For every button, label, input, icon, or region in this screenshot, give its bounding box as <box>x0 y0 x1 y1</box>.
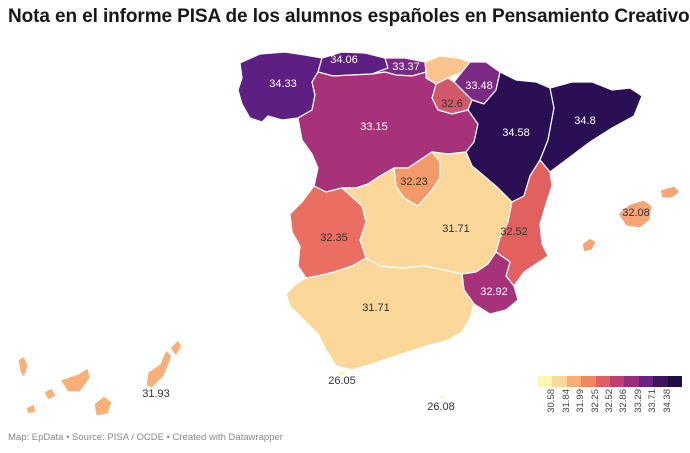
label-canarias: 31.93 <box>142 388 170 400</box>
region-ceuta[interactable] <box>337 369 347 378</box>
label-galicia: 34.33 <box>269 78 297 90</box>
region-canarias-lanzarote[interactable] <box>169 339 183 357</box>
label-cataluna: 34.8 <box>574 115 595 127</box>
label-cantabria: 33.37 <box>392 61 420 73</box>
legend-swatch <box>595 376 611 387</box>
legend-tick-label: 31.99 <box>575 389 587 413</box>
legend-swatch <box>624 376 639 387</box>
legend-tick-label: 32.52 <box>604 389 615 413</box>
label-comunidad-valenciana: 32.52 <box>500 226 528 238</box>
legend-swatch <box>638 376 654 387</box>
color-legend: 30.58 31.84 31.99 32.25 32.52 32.86 33.29 33.71… <box>538 376 683 436</box>
map-title: Nota en el informe PISA de los alumnos e… <box>8 6 690 27</box>
region-canarias-tenerife[interactable] <box>59 367 91 393</box>
legend-tick-label: 31.84 <box>560 389 572 413</box>
label-la-rioja: 32.6 <box>441 98 462 110</box>
region-canarias-gomera[interactable] <box>43 387 57 401</box>
label-melilla: 26.08 <box>427 401 455 413</box>
label-asturias: 34.06 <box>330 54 358 66</box>
label-andalucia: 31.71 <box>362 302 390 314</box>
region-baleares-ibiza[interactable] <box>581 237 597 253</box>
label-ceuta: 26.05 <box>328 375 356 387</box>
label-extremadura: 32.35 <box>320 232 348 244</box>
region-baleares-mallorca[interactable] <box>617 199 653 229</box>
legend-swatch <box>610 376 625 387</box>
legend-swatch <box>667 376 683 387</box>
legend-swatch <box>653 376 668 387</box>
legend-swatch <box>552 376 567 387</box>
label-castilla-y-leon: 33.15 <box>360 121 388 133</box>
label-castilla-la-mancha: 31.71 <box>442 223 470 235</box>
label-aragon: 34.58 <box>502 127 530 139</box>
legend-swatch <box>538 376 553 387</box>
legend-tick-label: 34.38 <box>661 389 673 413</box>
region-comunidad-valenciana[interactable] <box>495 159 553 287</box>
label-murcia: 32.92 <box>480 286 508 298</box>
legend-tick-label: 32.86 <box>618 389 630 413</box>
source-footer: Map: EpData • Source: PISA / OCDE • Crea… <box>8 432 283 443</box>
region-melilla[interactable] <box>439 393 447 401</box>
legend-tick-label: 32.25 <box>589 389 601 413</box>
region-canarias-fuerteventura[interactable] <box>145 349 173 389</box>
label-madrid: 32.23 <box>400 176 428 188</box>
legend-swatch <box>581 376 596 387</box>
region-canarias-hierro[interactable] <box>25 403 37 415</box>
region-baleares-menorca[interactable] <box>659 185 681 199</box>
legend-color-bar <box>538 376 683 387</box>
legend-tick-label: 33.29 <box>632 389 644 413</box>
label-baleares: 32.08 <box>622 207 650 219</box>
legend-tick-label: 33.71 <box>647 389 659 413</box>
legend-tick-labels: 30.58 31.84 31.99 32.25 32.52 32.86 33.29 33.71… <box>538 387 682 435</box>
region-andalucia[interactable] <box>285 257 475 371</box>
legend-tick-label: 30.58 <box>546 389 558 413</box>
label-navarra: 33.48 <box>465 80 493 92</box>
region-canarias-lapalma[interactable] <box>17 355 29 379</box>
legend-swatch <box>566 376 582 387</box>
region-canarias-grancanaria[interactable] <box>93 395 113 417</box>
region-cataluna[interactable] <box>539 81 643 173</box>
